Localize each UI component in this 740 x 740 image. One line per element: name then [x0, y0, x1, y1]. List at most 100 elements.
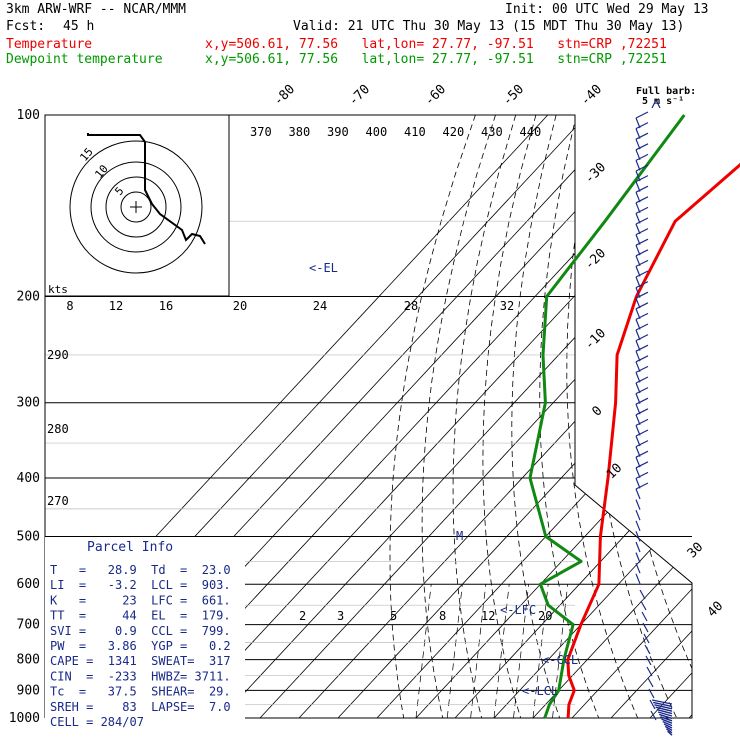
isotherm-line — [532, 115, 692, 718]
mixing-ratio-line — [532, 584, 549, 718]
mixing-ratio-label: 5 — [390, 609, 397, 623]
wind-barb — [635, 217, 649, 225]
pressure-label: 1000 — [9, 711, 40, 726]
ccl-marker: <-CCL — [542, 653, 578, 667]
wind-barb — [639, 589, 646, 600]
parcel-info-row: T = 28.9 Td = 23.0 — [50, 563, 231, 577]
wind-barb — [635, 471, 649, 479]
mixing-ratio-line — [552, 584, 569, 718]
pressure-label: 100 — [17, 108, 40, 123]
dewpoint-curve — [528, 114, 686, 719]
wind-barb — [647, 677, 654, 688]
wind-barb — [660, 716, 673, 722]
wind-barb — [635, 509, 641, 521]
wind-barb — [635, 408, 649, 416]
isotherm-line — [454, 115, 692, 718]
wind-barb — [635, 541, 641, 553]
isotherm-label: 0 — [589, 403, 605, 419]
wind-barb — [635, 228, 649, 236]
wind-barb — [667, 730, 673, 736]
pressure-label: 900 — [17, 683, 40, 698]
isotherm-label: -10 — [582, 326, 609, 353]
wind-barb — [663, 723, 673, 729]
wind-barb — [635, 482, 649, 490]
pressure-label: 300 — [17, 396, 40, 411]
parcel-info-row: CAPE = 1341 SWEAT= 317 — [50, 654, 231, 668]
wind-barb — [651, 699, 673, 705]
wind-barbs: Full barb:5 m s⁻¹ — [635, 86, 696, 736]
barb-key-title: Full barb: — [636, 86, 696, 97]
mixing-ratio-line — [493, 584, 510, 718]
pressure-label: 800 — [17, 653, 40, 668]
mixing-ratio-label: 8 — [439, 609, 446, 623]
wind-barb — [641, 611, 648, 622]
wind-barb — [648, 688, 655, 699]
isotherm-label: 40 — [705, 599, 727, 621]
isotherm-label: -20 — [582, 246, 609, 273]
isotherm-label: -30 — [582, 160, 609, 187]
wind-barb — [665, 728, 673, 734]
wind-barb — [635, 164, 649, 172]
wind-barb — [635, 440, 649, 448]
wind-barb — [654, 704, 673, 710]
wind-barb — [635, 312, 649, 320]
isotherm-label: 20 — [538, 609, 552, 623]
temperature-legend-info: x,y=506.61, 77.56 lat,lon= 27.77, -97.51… — [205, 37, 667, 52]
wind-barb — [635, 355, 649, 363]
hodograph-box — [44, 114, 230, 297]
wind-barb — [640, 600, 647, 611]
wind-barb — [644, 644, 651, 655]
wind-barb — [635, 175, 649, 183]
mixing-ratio-label: 2 — [299, 609, 306, 623]
theta-label: 400 — [366, 125, 388, 139]
wind-barb — [635, 259, 649, 267]
wind-barb — [635, 238, 649, 246]
isotherm-label: -50 — [500, 82, 527, 109]
isotherm-label: -70 — [346, 82, 373, 109]
parcel-info-row: TT = 44 EL = 179. — [50, 609, 231, 623]
wind-barb — [635, 334, 649, 342]
dry-adiabat-line — [618, 115, 692, 718]
wind-barb — [643, 633, 650, 644]
hodograph-speed-label: 32 — [500, 299, 514, 313]
wind-barb — [635, 323, 649, 331]
hodograph-speed-label: 8 — [66, 299, 73, 313]
parcel-info-row: Tc = 37.5 SHEAR= 29. — [50, 685, 231, 699]
temperature-legend-name: Temperature — [6, 37, 93, 52]
theta-label: 410 — [404, 125, 426, 139]
wind-barb — [650, 710, 657, 721]
wind-barb — [635, 488, 641, 500]
dry-adiabat-line — [421, 115, 496, 718]
valid-time: Valid: 21 UTC Thu 30 May 13 (15 MDT Thu … — [293, 19, 685, 34]
sounding-curves — [528, 114, 740, 719]
isotherm-line — [220, 115, 692, 718]
wind-barb — [653, 701, 673, 708]
model-title: 3km ARW-WRF -- NCAR/MMM — [6, 2, 187, 17]
barb-key-value: 5 m s⁻¹ — [642, 96, 684, 107]
mixing-ratio-line — [470, 584, 487, 718]
wind-barb — [635, 132, 649, 140]
forecast-label: Fcst: — [6, 19, 46, 34]
wind-barb — [656, 708, 673, 715]
wind-barb — [635, 302, 649, 310]
wind-barb — [635, 499, 641, 510]
wind-barb — [662, 720, 673, 727]
hodograph-ring — [90, 161, 182, 253]
init-time: Init: 00 UTC Wed 29 May 13 — [505, 2, 709, 17]
wind-barb — [658, 713, 673, 720]
hodograph-trace — [87, 133, 206, 245]
dry-adiabat-line — [666, 115, 692, 718]
wind-barb — [646, 666, 653, 677]
hodograph-speed-label: 20 — [233, 299, 247, 313]
dry-adiabat-line — [690, 115, 692, 718]
wind-barb — [635, 196, 649, 204]
hodograph-speed-label: 24 — [313, 299, 327, 313]
pressure-label: 600 — [17, 577, 40, 592]
hodograph-direction-label: 270 — [47, 494, 69, 508]
pressure-label: 200 — [17, 290, 40, 305]
wind-barb — [655, 706, 673, 712]
wind-barb — [649, 699, 656, 710]
hodograph-speed-label: 28 — [404, 299, 418, 313]
theta-label: 390 — [327, 125, 349, 139]
